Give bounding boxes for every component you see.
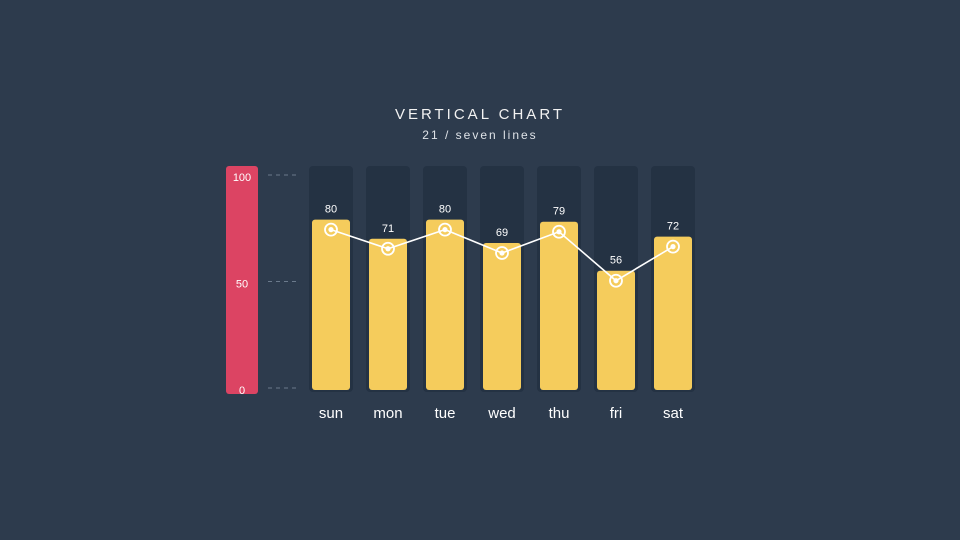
category-label: mon bbox=[373, 405, 402, 422]
category-label: thu bbox=[549, 405, 570, 422]
bar-sun bbox=[312, 219, 350, 390]
line-point bbox=[385, 246, 391, 252]
line-point bbox=[499, 250, 505, 256]
category-label: wed bbox=[487, 405, 516, 422]
bar-fri bbox=[597, 270, 635, 390]
y-scale-bar bbox=[226, 166, 258, 394]
category-label: fri bbox=[610, 405, 623, 422]
value-label: 71 bbox=[382, 223, 394, 235]
line-point bbox=[328, 227, 334, 233]
value-label: 69 bbox=[496, 227, 508, 239]
value-label: 56 bbox=[610, 255, 622, 267]
value-label: 72 bbox=[667, 221, 679, 233]
y-tick-label: 50 bbox=[236, 279, 248, 291]
bar-thu bbox=[540, 221, 578, 390]
bar-sat bbox=[654, 236, 692, 390]
bar-mon bbox=[369, 238, 407, 390]
category-label: sat bbox=[663, 405, 684, 422]
bar-tue bbox=[426, 219, 464, 390]
line-point bbox=[442, 227, 448, 233]
line-point-ring bbox=[495, 246, 509, 260]
line-point-ring bbox=[324, 222, 338, 237]
category-label: tue bbox=[435, 405, 456, 422]
line-point bbox=[613, 278, 619, 284]
line-point-ring bbox=[438, 222, 452, 237]
y-tick-label: 100 bbox=[233, 172, 251, 184]
line-point-ring bbox=[666, 239, 680, 254]
chart-subtitle: 21 / seven lines bbox=[422, 128, 538, 142]
line-point-ring bbox=[609, 273, 623, 288]
value-label: 80 bbox=[325, 204, 337, 216]
line-point bbox=[556, 229, 562, 235]
value-line bbox=[324, 222, 680, 288]
line-point-ring bbox=[381, 241, 395, 256]
y-scale: 0 50 100 bbox=[226, 166, 298, 397]
bar-wed bbox=[483, 243, 521, 390]
value-label: 79 bbox=[553, 206, 565, 218]
category-label: sun bbox=[319, 405, 343, 422]
value-labels: 80 71 80 69 79 56 72 bbox=[325, 204, 679, 267]
line-point bbox=[670, 244, 676, 250]
bars bbox=[312, 219, 692, 390]
category-labels: sun mon tue wed thu fri sat bbox=[319, 405, 684, 422]
value-label: 80 bbox=[439, 204, 451, 216]
y-tick-label: 0 bbox=[239, 385, 245, 397]
line-point-ring bbox=[552, 224, 566, 239]
chart-title: VERTICAL CHART bbox=[394, 106, 566, 123]
